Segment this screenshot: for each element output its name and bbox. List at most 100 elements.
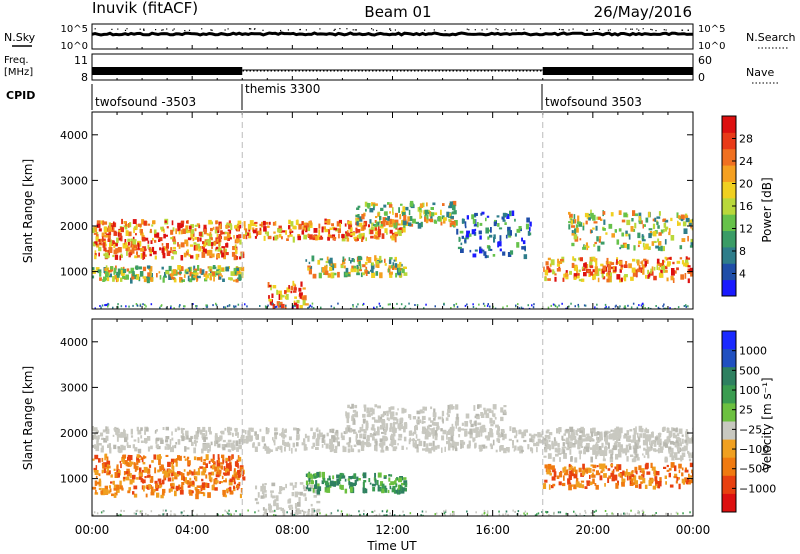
velocity-cell [469, 428, 473, 435]
velocity-cell [356, 439, 361, 446]
velocity-noise [443, 510, 445, 513]
power-cell [569, 213, 573, 219]
power-cell [685, 217, 690, 222]
velocity-noise [445, 509, 447, 512]
nsearch-dot [111, 28, 113, 30]
velocity-cell [345, 427, 348, 434]
velocity-colorbar-tick-label: −100 [739, 443, 769, 456]
power-noise [556, 306, 559, 309]
power-cell [415, 221, 420, 224]
velocity-cell [435, 422, 439, 426]
power-noise [352, 304, 354, 306]
power-noise [165, 307, 168, 309]
power-cell [592, 227, 595, 230]
velocity-cell [185, 480, 188, 484]
velocity-cell [392, 423, 395, 428]
velocity-cell [426, 428, 428, 432]
velocity-cell [154, 430, 157, 434]
power-cell [585, 242, 588, 246]
power-noise [307, 307, 309, 309]
power-noise [101, 304, 104, 307]
power-cell [113, 221, 115, 227]
power-cell [298, 223, 302, 230]
power-cell [473, 224, 478, 227]
power-cell [337, 271, 340, 278]
velocity-cell [368, 478, 371, 483]
power-cell [371, 272, 376, 278]
power-cell [626, 213, 629, 218]
power-cell [278, 294, 281, 300]
power-cell [249, 220, 254, 226]
velocity-cell [222, 439, 226, 443]
velocity-cell [578, 483, 582, 488]
velocity-cell [602, 458, 606, 462]
velocity-cell [581, 470, 585, 476]
velocity-noise [451, 513, 454, 516]
velocity-cell [605, 438, 608, 443]
velocity-cell [544, 464, 548, 469]
velocity-cell [388, 417, 390, 422]
power-cell [623, 264, 628, 268]
power-noise [292, 304, 294, 307]
power-cell [216, 234, 219, 240]
power-cell [313, 228, 318, 233]
power-cell [359, 256, 363, 260]
power-cell [554, 273, 557, 276]
velocity-noise [483, 512, 485, 515]
power-cell [231, 251, 236, 257]
velocity-cell [177, 471, 181, 476]
velocity-cell [512, 444, 514, 449]
power-cell [364, 261, 368, 265]
nsearch-dot [586, 29, 588, 31]
velocity-cell [113, 428, 117, 431]
power-cell [98, 252, 100, 257]
power-cell [322, 267, 326, 273]
velocity-cell [624, 433, 628, 437]
velocity-cell [509, 426, 512, 432]
power-cell [514, 218, 516, 222]
power-noise [387, 303, 390, 306]
velocity-cell [201, 448, 204, 454]
velocity-cell [202, 492, 206, 497]
velocity-cell [261, 490, 265, 494]
power-cell [179, 276, 181, 283]
power-cell [127, 238, 131, 242]
velocity-noise [375, 514, 378, 516]
power-cell [498, 241, 502, 247]
power-cell [375, 231, 378, 235]
power-cell [638, 265, 641, 269]
power-cell [605, 260, 608, 265]
velocity-cell [116, 466, 118, 470]
velocity-cell [362, 418, 366, 424]
velocity-noise [165, 509, 167, 512]
power-cell [672, 261, 675, 265]
power-cell [353, 236, 357, 239]
power-cell [689, 245, 693, 248]
velocity-cell [262, 492, 265, 498]
velocity-cell [497, 434, 502, 438]
velocity-cell [113, 484, 117, 488]
velocity-cell [500, 431, 504, 437]
velocity-cell [606, 435, 609, 440]
power-cell [151, 246, 155, 252]
velocity-cell [147, 446, 151, 452]
power-cell [128, 231, 132, 237]
power-cell [507, 226, 511, 232]
velocity-cell [489, 432, 494, 438]
power-cell [267, 235, 272, 240]
velocity-cell [455, 423, 458, 429]
velocity-cell [294, 512, 297, 516]
velocity-cell [461, 422, 464, 426]
velocity-cell [170, 486, 174, 489]
velocity-cell [102, 429, 106, 433]
velocity-cell [432, 440, 435, 447]
velocity-noise [120, 509, 122, 512]
velocity-cell [214, 440, 217, 447]
power-cell [377, 222, 380, 226]
power-cell [484, 255, 487, 259]
velocity-cell [95, 445, 100, 452]
velocity-cell [675, 434, 678, 439]
power-cell [499, 248, 502, 252]
power-cell [684, 273, 687, 279]
velocity-cell [167, 473, 171, 477]
